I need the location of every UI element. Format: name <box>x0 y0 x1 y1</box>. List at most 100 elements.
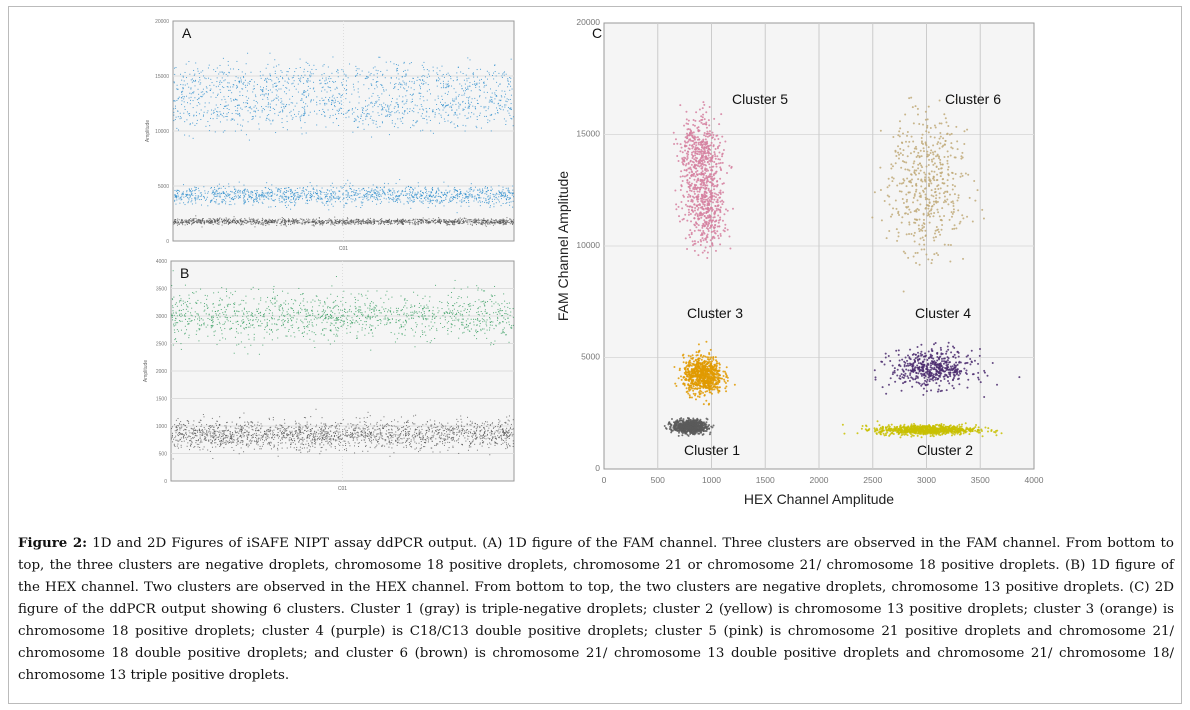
droplet-point <box>173 120 175 122</box>
droplet-point <box>240 224 242 226</box>
droplet-point <box>436 79 438 81</box>
droplet-point <box>239 192 241 194</box>
droplet-point <box>389 113 391 115</box>
droplet-point <box>503 439 505 441</box>
droplet-point <box>503 72 505 74</box>
droplet-point <box>228 442 230 444</box>
droplet-point <box>453 88 455 90</box>
droplet-point <box>186 195 188 197</box>
droplet-point <box>375 198 377 200</box>
droplet-point <box>368 428 370 430</box>
droplet-point <box>208 219 210 221</box>
droplet-point <box>207 192 209 194</box>
droplet-point <box>292 191 294 193</box>
droplet-point <box>512 433 514 435</box>
droplet-point <box>294 71 296 73</box>
droplet-point <box>182 96 184 98</box>
droplet-point <box>335 192 337 194</box>
droplet-point <box>426 99 428 101</box>
droplet-point <box>420 104 422 106</box>
droplet-point <box>499 221 501 223</box>
droplet-point <box>428 75 430 77</box>
droplet-point <box>403 194 405 196</box>
droplet-point <box>483 221 485 223</box>
droplet-point <box>457 196 459 198</box>
droplet-point <box>178 219 180 221</box>
droplet-point <box>183 424 185 426</box>
droplet-point <box>351 220 353 222</box>
droplet-point <box>440 87 442 89</box>
droplet-point <box>439 201 441 203</box>
droplet-point <box>253 220 255 222</box>
droplet-point <box>216 115 218 117</box>
droplet-point <box>216 77 218 79</box>
droplet-point <box>366 223 368 225</box>
droplet-point <box>175 219 177 221</box>
droplet-point <box>487 429 489 431</box>
droplet-point <box>478 197 480 199</box>
droplet-point <box>309 219 311 221</box>
droplet-point <box>472 190 474 192</box>
droplet-point <box>239 195 241 197</box>
droplet-point <box>445 221 447 223</box>
droplet-point <box>253 88 255 90</box>
droplet-point <box>505 223 507 225</box>
droplet-point <box>202 88 204 90</box>
droplet-point <box>268 218 270 220</box>
droplet-point <box>467 223 469 225</box>
droplet-point <box>507 221 509 223</box>
droplet-point <box>201 204 203 206</box>
droplet-point <box>424 446 426 448</box>
droplet-point <box>403 103 405 105</box>
droplet-point <box>331 197 333 199</box>
droplet-point <box>448 201 450 203</box>
droplet-point <box>505 439 507 441</box>
droplet-point <box>268 437 270 439</box>
droplet-point <box>309 182 311 184</box>
droplet-point <box>294 195 296 197</box>
droplet-point <box>498 428 500 430</box>
droplet-point <box>511 192 513 194</box>
droplet-point <box>417 192 419 194</box>
droplet-point <box>234 130 236 132</box>
droplet-point <box>494 65 496 67</box>
droplet-point <box>312 218 314 220</box>
droplet-point <box>451 221 453 223</box>
droplet-point <box>475 218 477 220</box>
droplet-point <box>507 80 509 82</box>
droplet-point <box>236 442 238 444</box>
droplet-point <box>193 420 195 422</box>
droplet-point <box>309 76 311 78</box>
droplet-point <box>342 193 344 195</box>
droplet-point <box>272 220 274 222</box>
droplet-point <box>498 222 500 224</box>
droplet-point <box>260 86 262 88</box>
droplet-point <box>252 422 254 424</box>
droplet-point <box>206 87 208 89</box>
droplet-point <box>280 428 282 430</box>
droplet-point <box>197 187 199 189</box>
droplet-point <box>177 110 179 112</box>
droplet-point <box>412 192 414 194</box>
droplet-point <box>212 425 214 427</box>
droplet-point <box>412 197 414 199</box>
droplet-point <box>297 196 299 198</box>
droplet-point <box>330 185 332 187</box>
droplet-point <box>307 199 309 201</box>
droplet-point <box>278 428 280 430</box>
droplet-point <box>367 218 369 220</box>
droplet-point <box>235 98 237 100</box>
droplet-point <box>397 89 399 91</box>
droplet-point <box>302 222 304 224</box>
droplet-point <box>479 200 481 202</box>
droplet-point <box>171 438 173 440</box>
droplet-point <box>345 183 347 185</box>
droplet-point <box>222 73 224 75</box>
droplet-point <box>254 226 256 228</box>
droplet-point <box>288 190 290 192</box>
droplet-point <box>368 222 370 224</box>
droplet-point <box>324 103 326 105</box>
droplet-point <box>377 190 379 192</box>
droplet-point <box>184 71 186 73</box>
droplet-point <box>326 220 328 222</box>
